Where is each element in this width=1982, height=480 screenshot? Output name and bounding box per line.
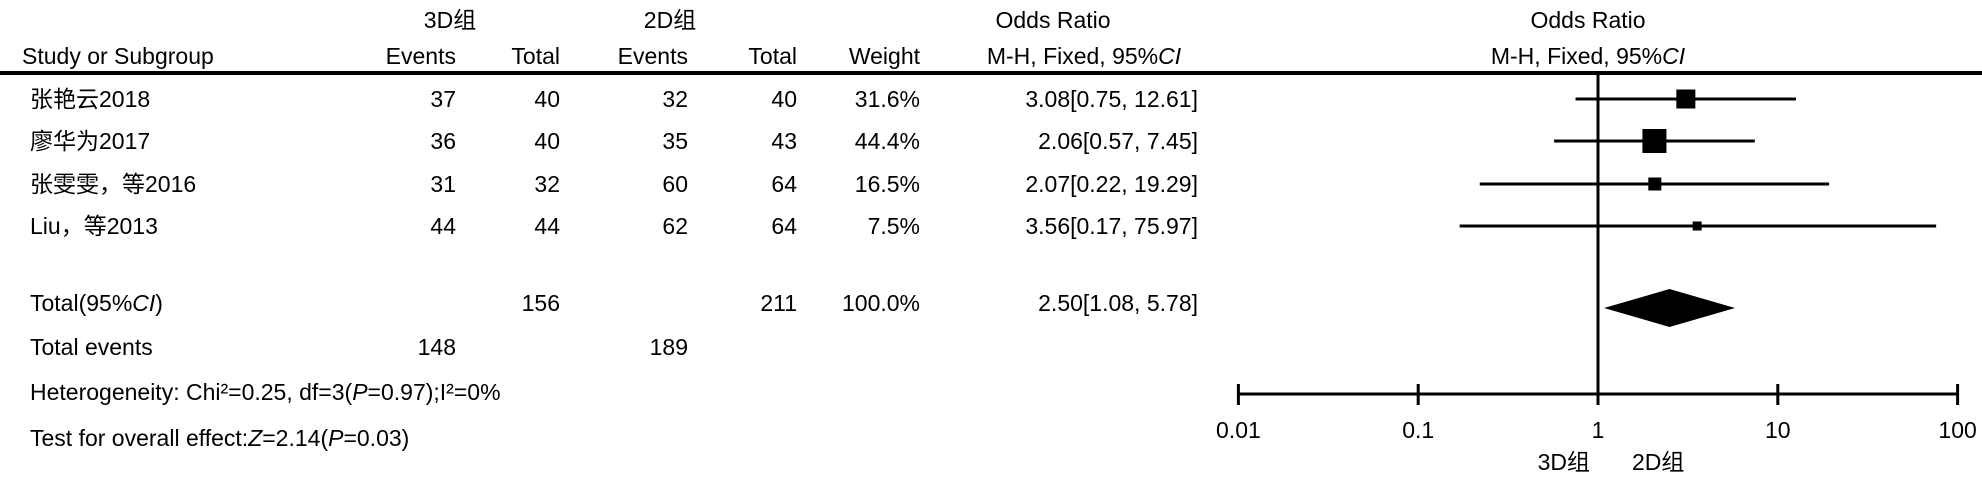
total-3d: 40 [534, 128, 560, 154]
svg-text:100: 100 [1938, 417, 1976, 443]
study-name: Liu，等2013 [30, 213, 158, 239]
or-ci-text: 2.06[0.57, 7.45] [1038, 128, 1198, 154]
svg-text:2D组: 2D组 [1632, 449, 1684, 475]
or-ci-text: 2.07[0.22, 19.29] [1025, 171, 1198, 197]
study-name: 张艳云2018 [30, 86, 151, 112]
total-2d: 40 [771, 86, 797, 112]
events-3d-header: Events [385, 43, 456, 69]
overall-effect-text: Test for overall effect:Z=2.14(P=0.03) [30, 425, 410, 451]
heterogeneity-text: Heterogeneity: Chi²=0.25, df=3(P=0.97);I… [30, 379, 501, 405]
total-weight: 100.0% [841, 290, 920, 316]
study-column-header: Study or Subgroup [22, 43, 214, 69]
header-divider-line [0, 71, 1982, 75]
weight-value: 16.5% [854, 171, 920, 197]
events-3d: 36 [430, 128, 456, 154]
weight-value: 31.6% [854, 86, 920, 112]
events-2d: 35 [662, 128, 688, 154]
study-name: 廖华为2017 [30, 128, 151, 154]
svg-text:1: 1 [1592, 417, 1605, 443]
total-events-3d: 148 [417, 334, 456, 360]
total-2d: 43 [771, 128, 797, 154]
or-ci-text: 3.56[0.17, 75.97] [1025, 213, 1198, 239]
weight-value: 7.5% [867, 213, 920, 239]
plot-column-title: Odds Ratio [1530, 7, 1646, 33]
weight-column-header: Weight [848, 43, 920, 69]
group-header-2d: 2D组 [643, 7, 697, 33]
plot-method-header: M-H, Fixed, 95%CI [1490, 43, 1686, 69]
events-2d: 32 [662, 86, 688, 112]
total-events-label: Total events [30, 334, 153, 360]
total-3d-sum: 156 [521, 290, 560, 316]
total-3d: 40 [534, 86, 560, 112]
total-or-ci: 2.50[1.08, 5.78] [1038, 290, 1198, 316]
total-3d: 32 [534, 171, 560, 197]
total-label: Total(95%CI) [30, 290, 163, 316]
weight-value: 44.4% [854, 128, 920, 154]
or-method-header: M-H, Fixed, 95%CI [986, 43, 1182, 69]
total-2d-sum: 211 [760, 290, 797, 316]
study-name: 张雯雯，等2016 [30, 171, 197, 197]
total-2d: 64 [771, 171, 797, 197]
total-2d: 64 [771, 213, 797, 239]
events-2d: 62 [662, 213, 688, 239]
or-column-title: Odds Ratio [995, 7, 1111, 33]
events-3d: 31 [430, 171, 456, 197]
events-2d: 60 [662, 171, 688, 197]
events-3d: 44 [430, 213, 456, 239]
or-ci-text: 3.08[0.75, 12.61] [1025, 86, 1198, 112]
total-3d: 44 [534, 213, 560, 239]
svg-text:10: 10 [1765, 417, 1791, 443]
group-header-3d: 3D组 [423, 7, 477, 33]
svg-text:0.01: 0.01 [1216, 417, 1261, 443]
events-2d-header: Events [617, 43, 688, 69]
svg-text:3D组: 3D组 [1538, 449, 1590, 475]
svg-text:0.1: 0.1 [1402, 417, 1434, 443]
total-events-2d: 189 [649, 334, 688, 360]
total-3d-header: Total [511, 43, 560, 69]
total-2d-header: Total [748, 43, 797, 69]
events-3d: 37 [430, 86, 456, 112]
